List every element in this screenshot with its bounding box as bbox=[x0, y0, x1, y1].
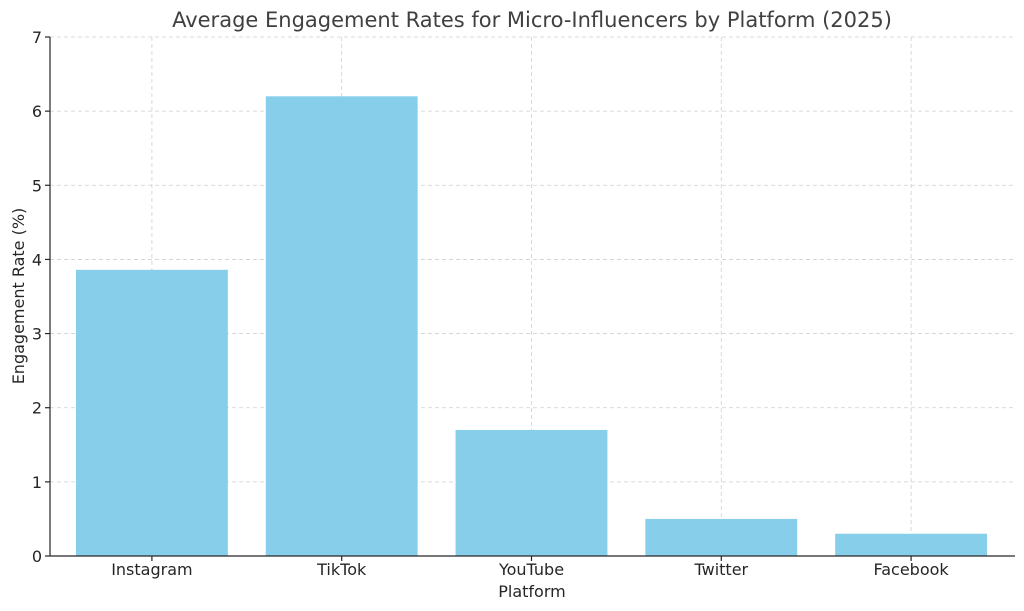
bar-facebook bbox=[835, 533, 988, 556]
chart-title: Average Engagement Rates for Micro-Influ… bbox=[172, 8, 892, 32]
y-tick-label: 7 bbox=[32, 28, 42, 47]
axes bbox=[45, 36, 1015, 561]
x-tick-label: Facebook bbox=[874, 560, 950, 579]
bar-tiktok bbox=[265, 96, 418, 557]
y-tick-label: 6 bbox=[32, 102, 42, 121]
bar-instagram bbox=[75, 269, 228, 556]
y-tick-labels: 0 1 2 3 4 5 6 7 bbox=[32, 28, 42, 566]
x-tick-label: Twitter bbox=[693, 560, 748, 579]
y-axis-label: Engagement Rate (%) bbox=[9, 208, 28, 385]
y-tick-label: 2 bbox=[32, 399, 42, 418]
x-tick-label: TikTok bbox=[316, 560, 367, 579]
x-axis-label: Platform bbox=[498, 582, 565, 601]
y-tick-label: 5 bbox=[32, 176, 42, 195]
y-tick-label: 0 bbox=[32, 547, 42, 566]
y-tick-label: 3 bbox=[32, 325, 42, 344]
bar-youtube bbox=[455, 429, 608, 556]
x-tick-label: Instagram bbox=[111, 560, 192, 579]
bars bbox=[75, 96, 988, 557]
bar-twitter bbox=[645, 518, 798, 556]
y-tick-label: 1 bbox=[32, 473, 42, 492]
x-tick-labels: Instagram TikTok YouTube Twitter Facebook bbox=[111, 560, 949, 579]
x-tick-label: YouTube bbox=[498, 560, 564, 579]
y-tick-label: 4 bbox=[32, 250, 42, 269]
